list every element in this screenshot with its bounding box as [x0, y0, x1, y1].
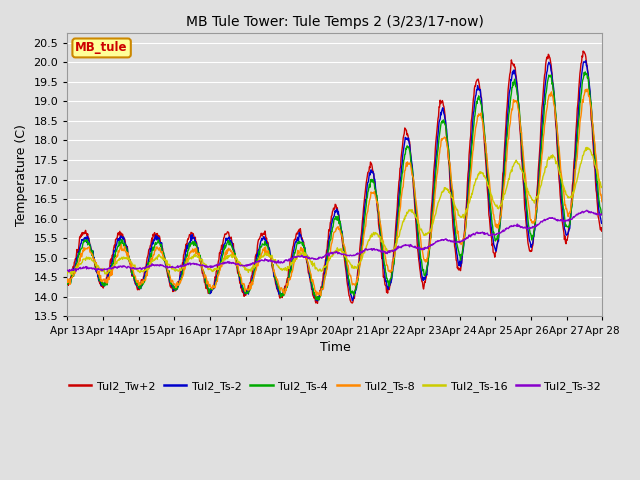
Y-axis label: Temperature (C): Temperature (C) — [15, 124, 28, 226]
Title: MB Tule Tower: Tule Temps 2 (3/23/17-now): MB Tule Tower: Tule Temps 2 (3/23/17-now… — [186, 15, 484, 29]
Text: MB_tule: MB_tule — [76, 41, 128, 54]
Legend: Tul2_Tw+2, Tul2_Ts-2, Tul2_Ts-4, Tul2_Ts-8, Tul2_Ts-16, Tul2_Ts-32: Tul2_Tw+2, Tul2_Ts-2, Tul2_Ts-4, Tul2_Ts… — [65, 376, 605, 396]
X-axis label: Time: Time — [319, 341, 350, 354]
